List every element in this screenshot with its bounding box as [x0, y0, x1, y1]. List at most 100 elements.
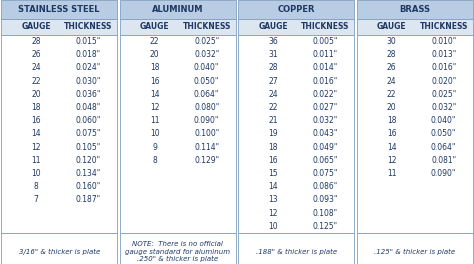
- Text: 16: 16: [268, 156, 278, 165]
- Text: 0.032": 0.032": [312, 116, 338, 125]
- Text: 0.090": 0.090": [431, 169, 456, 178]
- Text: 0.020": 0.020": [431, 77, 456, 86]
- Text: 18: 18: [150, 63, 159, 72]
- Text: 26: 26: [31, 50, 41, 59]
- Text: 20: 20: [31, 90, 41, 99]
- Text: 9: 9: [152, 143, 157, 152]
- Text: 11: 11: [150, 116, 159, 125]
- Text: THICKNESS: THICKNESS: [64, 22, 112, 31]
- Text: GAUGE: GAUGE: [21, 22, 51, 31]
- Bar: [1, 0, 117, 19]
- Text: 10: 10: [150, 129, 159, 138]
- Text: 0.080": 0.080": [194, 103, 219, 112]
- Text: 0.120": 0.120": [75, 156, 101, 165]
- Text: GAUGE: GAUGE: [140, 22, 169, 31]
- Text: 0.018": 0.018": [75, 50, 101, 59]
- Text: 0.025": 0.025": [194, 37, 219, 46]
- Bar: [120, 35, 236, 233]
- Text: 0.015": 0.015": [75, 37, 101, 46]
- Text: 0.064": 0.064": [194, 90, 219, 99]
- Text: 20: 20: [150, 50, 159, 59]
- Bar: [120, 19, 236, 35]
- Text: 0.032": 0.032": [431, 103, 456, 112]
- Text: 28: 28: [268, 63, 278, 72]
- Bar: [120, 233, 236, 264]
- Text: 14: 14: [150, 90, 159, 99]
- Text: 11: 11: [31, 156, 41, 165]
- Bar: [1, 35, 117, 233]
- Text: 0.013": 0.013": [431, 50, 456, 59]
- Text: 7: 7: [34, 195, 38, 204]
- Text: 8: 8: [152, 156, 157, 165]
- Text: THICKNESS: THICKNESS: [301, 22, 349, 31]
- Text: 14: 14: [31, 129, 41, 138]
- Text: 10: 10: [268, 222, 278, 231]
- Text: 0.081": 0.081": [431, 156, 456, 165]
- Text: 0.025": 0.025": [431, 90, 456, 99]
- Text: 0.114": 0.114": [194, 143, 219, 152]
- Text: 0.014": 0.014": [312, 63, 338, 72]
- Bar: [120, 0, 236, 19]
- Bar: [1, 233, 117, 264]
- Text: 31: 31: [268, 50, 278, 59]
- Text: 22: 22: [268, 103, 278, 112]
- Text: 14: 14: [387, 143, 396, 152]
- Text: 0.049": 0.049": [312, 143, 338, 152]
- Text: 13: 13: [268, 195, 278, 204]
- Text: 0.005": 0.005": [312, 37, 338, 46]
- Text: 0.030": 0.030": [75, 77, 101, 86]
- Text: 0.129": 0.129": [194, 156, 219, 165]
- Text: 8: 8: [34, 182, 38, 191]
- Text: 18: 18: [31, 103, 41, 112]
- Text: 0.024": 0.024": [75, 63, 101, 72]
- Bar: [357, 233, 473, 264]
- Text: 0.040": 0.040": [194, 63, 219, 72]
- Bar: [238, 233, 354, 264]
- Text: 15: 15: [268, 169, 278, 178]
- Text: 0.048": 0.048": [75, 103, 101, 112]
- Text: 0.093": 0.093": [312, 195, 338, 204]
- Text: 0.016": 0.016": [431, 63, 456, 72]
- Text: 3/16" & thicker is plate: 3/16" & thicker is plate: [18, 248, 100, 254]
- Text: 0.050": 0.050": [431, 129, 456, 138]
- Text: 0.043": 0.043": [312, 129, 338, 138]
- Text: 16: 16: [31, 116, 41, 125]
- Text: 12: 12: [150, 103, 159, 112]
- Text: 24: 24: [31, 63, 41, 72]
- Text: 0.065": 0.065": [312, 156, 338, 165]
- Text: THICKNESS: THICKNESS: [182, 22, 231, 31]
- Text: 0.105": 0.105": [75, 143, 101, 152]
- Text: 0.022": 0.022": [312, 90, 338, 99]
- Text: 12: 12: [31, 143, 41, 152]
- Text: 20: 20: [387, 103, 396, 112]
- Text: 24: 24: [387, 77, 396, 86]
- Text: 27: 27: [268, 77, 278, 86]
- Bar: [238, 19, 354, 35]
- Text: 36: 36: [268, 37, 278, 46]
- Text: 10: 10: [31, 169, 41, 178]
- Text: COPPER: COPPER: [277, 5, 315, 14]
- Text: 22: 22: [31, 77, 41, 86]
- Bar: [238, 0, 354, 19]
- Text: THICKNESS: THICKNESS: [419, 22, 468, 31]
- Text: 0.064": 0.064": [431, 143, 456, 152]
- Bar: [1, 19, 117, 35]
- Text: 0.086": 0.086": [312, 182, 338, 191]
- Text: 0.075": 0.075": [312, 169, 338, 178]
- Text: 0.160": 0.160": [75, 182, 101, 191]
- Text: 14: 14: [268, 182, 278, 191]
- Text: GAUGE: GAUGE: [377, 22, 406, 31]
- Text: ALUMINUM: ALUMINUM: [152, 5, 203, 14]
- Text: 0.100": 0.100": [194, 129, 219, 138]
- Text: 22: 22: [387, 90, 396, 99]
- Text: 12: 12: [387, 156, 396, 165]
- Text: 0.050": 0.050": [194, 77, 219, 86]
- Text: 0.011": 0.011": [312, 50, 338, 59]
- Text: 0.040": 0.040": [431, 116, 456, 125]
- Bar: [357, 19, 473, 35]
- Text: 21: 21: [268, 116, 278, 125]
- Text: 0.032": 0.032": [194, 50, 219, 59]
- Text: 28: 28: [31, 37, 41, 46]
- Bar: [238, 35, 354, 233]
- Text: 19: 19: [268, 129, 278, 138]
